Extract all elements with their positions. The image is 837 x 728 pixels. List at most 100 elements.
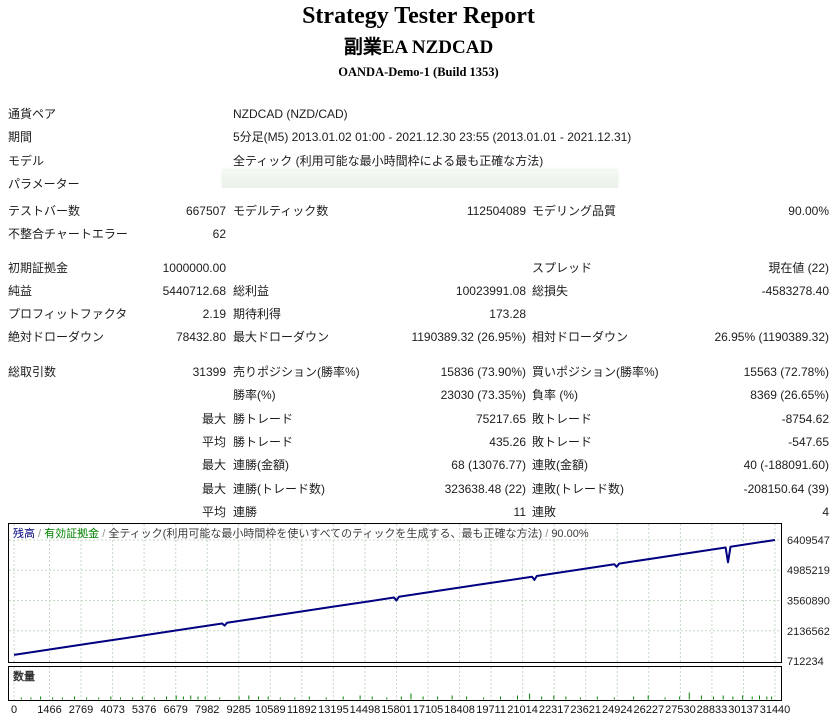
report-title: Strategy Tester Report: [302, 3, 535, 29]
server-build: OANDA-Demo-1 (Build 1353): [338, 65, 499, 79]
info-label: 期間: [8, 130, 33, 144]
ea-name: 副業EA NZDCAD: [343, 37, 494, 58]
x-tick-label: 4073: [100, 704, 124, 716]
stat-label: 連敗(トレード数): [532, 482, 624, 496]
stat-label: 連敗(金額): [532, 458, 588, 472]
x-axis-labels: 0 1466 2769 4073 5376 6679 7982 9285 10589 11892 1…: [11, 704, 790, 716]
stat-value: 2.19: [202, 307, 226, 321]
stat-value: 5440712.68: [162, 284, 226, 298]
horizontal-gridlines: [9, 539, 781, 632]
vertical-gridlines: [13, 524, 776, 700]
x-tick-label: 6679: [163, 704, 187, 716]
stat-value: 68 (13076.77): [451, 458, 526, 472]
x-tick-label: 15801: [381, 704, 412, 716]
volume-panel-label: 数量: [13, 669, 35, 683]
stat-value: 最大: [201, 482, 226, 496]
x-tick-label: 10589: [255, 704, 286, 716]
stat-value: 31399: [192, 365, 226, 379]
stat-row: 純益 5440712.68 総利益 10023991.08 総損失 -4583278.40: [8, 284, 829, 300]
stat-value: 現在値 (22): [768, 261, 829, 275]
y-tick-label: 712234: [787, 656, 824, 668]
volume-panel-border: [8, 666, 782, 701]
info-label: 通貨ペア: [8, 107, 57, 121]
stat-value: 平均: [201, 435, 226, 449]
stat-label: 純益: [8, 284, 33, 298]
x-tick-label: 2769: [69, 704, 93, 716]
stat-row: 最大 連勝(トレード数) 323638.48 (22) 連敗(トレード数) -20815…: [8, 482, 829, 498]
stat-value: 90.00%: [788, 204, 829, 218]
stat-label: 敗トレード: [532, 412, 593, 426]
stat-row: 総取引数 31399 売りポジション(勝率%) 15836 (73.90%) 買いポジシ…: [8, 365, 829, 381]
stat-label: 期待利得: [233, 307, 282, 321]
x-tick-label: 23621: [570, 704, 601, 716]
x-tick-label: 30137: [728, 704, 759, 716]
x-tick-label: 13195: [318, 704, 349, 716]
chart-plot-border: [8, 523, 782, 663]
stat-value: 最大: [201, 412, 226, 426]
balance-line: [13, 539, 776, 656]
stat-value: 最大: [201, 458, 226, 472]
stat-label: 連敗: [532, 505, 557, 519]
stat-label: 不整合チャートエラー: [8, 227, 128, 241]
stat-row: プロフィットファクタ 2.19 期待利得 173.28: [8, 307, 829, 323]
stat-value: 8369 (26.65%): [750, 388, 829, 402]
x-tick-label: 7982: [195, 704, 219, 716]
stat-label: 総利益: [233, 284, 270, 298]
x-tick-label: 18408: [444, 704, 475, 716]
stat-label: プロフィットファクタ: [8, 307, 128, 321]
stat-value: -547.65: [788, 435, 829, 449]
stat-value: 15836 (73.90%): [440, 365, 526, 379]
info-label: パラメーター: [8, 177, 80, 191]
stat-label: モデルティック数: [233, 204, 329, 218]
stat-label: 連勝(金額): [233, 458, 289, 472]
stat-value: 1000000.00: [162, 261, 226, 275]
stat-label: 連勝(トレード数): [233, 482, 325, 496]
x-tick-label: 17105: [413, 704, 444, 716]
stat-value: -208150.64 (39): [743, 482, 829, 496]
stat-row: 不整合チャートエラー 62: [8, 227, 829, 243]
x-tick-label: 22317: [539, 704, 570, 716]
x-tick-label: 31440: [760, 704, 791, 716]
y-tick-label: 2136562: [787, 626, 830, 638]
stat-label: スプレッド: [532, 261, 593, 275]
chart-legend: 残高 / 有効証拠金 / 全ティック(利用可能な最小時間枠を使いすべてのティック…: [13, 526, 589, 540]
x-tick-label: 27530: [665, 704, 696, 716]
stat-label: 相対ドローダウン: [532, 330, 629, 344]
info-value: NZDCAD (NZD/CAD): [233, 107, 348, 121]
stat-value: 62: [212, 227, 226, 241]
x-tick-label: 0: [11, 704, 17, 716]
info-row: 通貨ペア NZDCAD (NZD/CAD): [8, 107, 829, 123]
stat-value: -4583278.40: [761, 284, 829, 298]
x-tick-label: 5376: [132, 704, 156, 716]
stat-row: 絶対ドローダウン 78432.80 最大ドローダウン 1190389.32 (26.9…: [8, 330, 829, 346]
y-tick-label: 3560890: [787, 596, 830, 608]
stat-row: 初期証拠金 1000000.00 スプレッド 現在値 (22): [8, 261, 829, 277]
stat-label: 絶対ドローダウン: [8, 330, 105, 344]
stat-value: 75217.65: [475, 412, 526, 426]
stat-value: 10023991.08: [455, 284, 526, 298]
stat-label: 総損失: [532, 284, 569, 298]
stat-value: 11: [513, 505, 526, 519]
stat-row: 勝率(%) 23030 (73.35%) 負率 (%) 8369 (26.65%): [8, 388, 829, 404]
stat-value: 78432.80: [175, 330, 226, 344]
stat-row: 最大 連勝(金額) 68 (13076.77) 連敗(金額) 40 (-188091.6…: [8, 458, 829, 474]
stat-label: 総取引数: [8, 365, 57, 379]
y-tick-label: 6409547: [787, 535, 830, 547]
stat-value: 平均: [201, 505, 226, 519]
stat-label: 負率 (%): [532, 388, 578, 402]
x-tick-label: 9285: [226, 704, 250, 716]
stat-label: 買いポジション(勝率%): [532, 365, 659, 379]
stat-label: 連勝: [233, 505, 258, 519]
x-tick-label: 26227: [634, 704, 665, 716]
y-axis-labels: 712234 2136562 3560890 4985219 6409547: [787, 535, 830, 668]
stat-label: 最大ドローダウン: [233, 330, 330, 344]
info-label: モデル: [8, 154, 45, 168]
stat-value: 40 (-188091.60): [743, 458, 829, 472]
info-row: 期間 5分足(M5) 2013.01.02 01:00 - 2021.12.30 …: [8, 130, 829, 146]
x-tick-label: 28833: [697, 704, 728, 716]
stat-value: -8754.62: [781, 412, 829, 426]
stat-value: 15563 (72.78%): [743, 365, 829, 379]
stat-row: テストバー数 667507 モデルティック数 112504089 モデリング品質 90.0…: [8, 204, 829, 220]
stat-value: 1190389.32 (26.95%): [411, 330, 526, 344]
x-tick-label: 1466: [37, 704, 61, 716]
